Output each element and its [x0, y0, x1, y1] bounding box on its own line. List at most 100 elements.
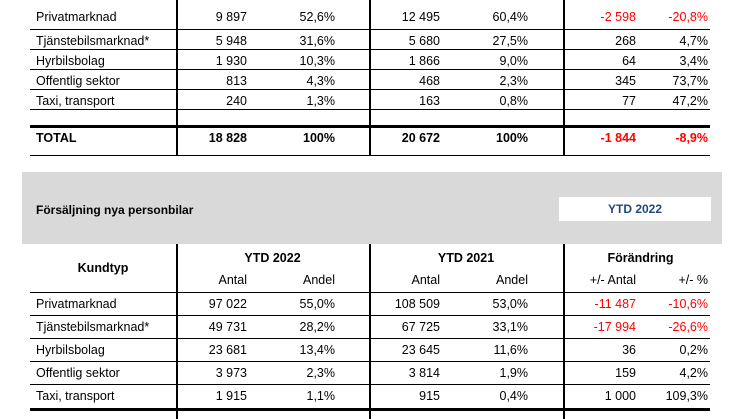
andel-2022-cell: 52,6% — [299, 10, 335, 24]
row-separator — [30, 338, 710, 339]
column-header-antal: Antal — [218, 273, 248, 287]
column-header-diff-antal: +/- Antal — [589, 273, 636, 287]
antal-2021-cell: 108 509 — [394, 297, 440, 311]
total-separator — [30, 408, 710, 411]
diff-antal-cell: -2 598 — [600, 10, 636, 24]
total-label: TOTAL — [36, 131, 77, 145]
andel-2022-cell: 28,2% — [299, 320, 335, 334]
kundtyp-cell: Offentlig sektor — [36, 74, 120, 88]
diff-pct-cell: -26,6% — [668, 320, 708, 334]
row-separator — [30, 109, 710, 110]
antal-2021-cell: 3 814 — [408, 366, 440, 380]
table-1-divider — [176, 0, 178, 156]
antal-2022-cell: 1 930 — [215, 54, 247, 68]
row-separator — [30, 384, 710, 385]
table-2-divider — [369, 244, 371, 419]
kundtyp-cell: Taxi, transport — [36, 94, 115, 108]
diff-antal-cell: 36 — [622, 343, 636, 357]
diff-pct-cell: 109,3% — [665, 389, 708, 403]
kundtyp-cell: Offentlig sektor — [36, 366, 120, 380]
row-separator — [30, 315, 710, 316]
antal-2021-cell: 23 645 — [401, 343, 440, 357]
total-andel-2021: 100% — [496, 131, 528, 145]
andel-2021-cell: 1,9% — [499, 366, 529, 380]
diff-pct-cell: 4,2% — [679, 366, 709, 380]
andel-2022-cell: 31,6% — [299, 34, 335, 48]
antal-2022-cell: 9 897 — [215, 10, 247, 24]
header-bottom-border — [30, 292, 710, 293]
diff-pct-cell: 0,2% — [679, 343, 709, 357]
column-header-andel: Andel — [303, 273, 335, 287]
antal-2021-cell: 12 495 — [401, 10, 440, 24]
diff-antal-cell: 159 — [615, 366, 636, 380]
andel-2022-cell: 55,0% — [299, 297, 335, 311]
section-title: Försäljning nya personbilar — [36, 203, 194, 217]
andel-2022-cell: 2,3% — [306, 366, 336, 380]
diff-pct-cell: -20,8% — [668, 10, 708, 24]
row-separator — [30, 49, 710, 50]
table-2-divider — [563, 244, 565, 419]
diff-pct-cell: 73,7% — [672, 74, 708, 88]
antal-2022-cell: 97 022 — [208, 297, 247, 311]
andel-2021-cell: 27,5% — [492, 34, 528, 48]
total-diff-pct: -8,9% — [675, 131, 708, 145]
andel-2021-cell: 9,0% — [499, 54, 529, 68]
column-header-andel: Andel — [496, 273, 528, 287]
andel-2022-cell: 1,1% — [306, 389, 336, 403]
antal-2022-cell: 49 731 — [208, 320, 247, 334]
table-1-divider — [563, 0, 565, 156]
diff-antal-cell: 345 — [615, 74, 636, 88]
kundtyp-cell: Taxi, transport — [36, 389, 115, 403]
column-header-antal: Antal — [411, 273, 441, 287]
andel-2021-cell: 53,0% — [492, 297, 528, 311]
total-andel-2022: 100% — [303, 131, 335, 145]
diff-pct-cell: 4,7% — [679, 34, 709, 48]
diff-pct-cell: 3,4% — [679, 54, 709, 68]
table-1-divider — [369, 0, 371, 156]
antal-2022-cell: 813 — [226, 74, 247, 88]
andel-2022-cell: 10,3% — [299, 54, 335, 68]
diff-antal-cell: 64 — [622, 54, 636, 68]
total-antal-2021: 20 672 — [401, 131, 440, 145]
kundtyp-cell: Tjänstebilsmarknad* — [36, 34, 150, 48]
total-separator — [30, 125, 710, 128]
table-bottom-border — [30, 155, 710, 156]
kundtyp-cell: Hyrbilsbolag — [36, 343, 105, 357]
row-separator — [30, 361, 710, 362]
kundtyp-cell: Tjänstebilsmarknad* — [36, 320, 150, 334]
table-2-divider — [176, 244, 178, 419]
diff-pct-cell: -10,6% — [668, 297, 708, 311]
diff-antal-cell: 77 — [622, 94, 636, 108]
antal-2021-cell: 468 — [419, 74, 440, 88]
antal-2021-cell: 163 — [419, 94, 440, 108]
antal-2022-cell: 240 — [226, 94, 247, 108]
antal-2022-cell: 3 973 — [215, 366, 247, 380]
andel-2021-cell: 11,6% — [493, 343, 528, 357]
antal-2022-cell: 23 681 — [208, 343, 247, 357]
column-header-diff-pct: +/- % — [678, 273, 708, 287]
diff-antal-cell: 1 000 — [604, 389, 636, 403]
period-badge: YTD 2022 — [559, 197, 711, 221]
antal-2022-cell: 1 915 — [215, 389, 247, 403]
total-antal-2022: 18 828 — [208, 131, 247, 145]
andel-2021-cell: 33,1% — [492, 320, 528, 334]
andel-2021-cell: 0,4% — [499, 389, 529, 403]
row-separator — [30, 89, 710, 90]
andel-2022-cell: 1,3% — [306, 94, 336, 108]
andel-2021-cell: 0,8% — [499, 94, 529, 108]
kundtyp-cell: Privatmarknad — [36, 297, 117, 311]
column-header-kundtyp: Kundtyp — [77, 261, 129, 275]
row-separator — [30, 29, 710, 30]
antal-2021-cell: 67 725 — [401, 320, 440, 334]
row-separator — [30, 69, 710, 70]
antal-2021-cell: 915 — [419, 389, 440, 403]
andel-2022-cell: 4,3% — [306, 74, 336, 88]
andel-2021-cell: 60,4% — [492, 10, 528, 24]
andel-2022-cell: 13,4% — [299, 343, 335, 357]
antal-2021-cell: 1 866 — [408, 54, 440, 68]
diff-pct-cell: 47,2% — [672, 94, 708, 108]
diff-antal-cell: -11 487 — [594, 297, 636, 311]
antal-2021-cell: 5 680 — [408, 34, 440, 48]
diff-antal-cell: 268 — [615, 34, 636, 48]
column-header-ytd2021: YTD 2021 — [437, 251, 495, 265]
